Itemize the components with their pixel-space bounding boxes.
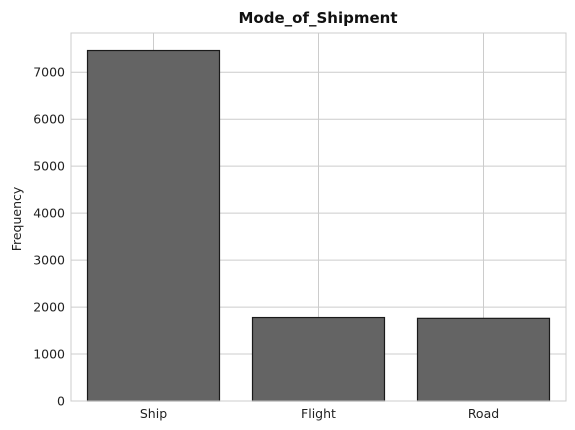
y-tick-label: 4000 xyxy=(33,206,65,221)
y-tick-label: 7000 xyxy=(33,65,65,80)
y-tick-label: 1000 xyxy=(33,347,65,362)
y-tick-label: 5000 xyxy=(33,159,65,174)
y-tick-label: 3000 xyxy=(33,253,65,268)
y-tick-label: 2000 xyxy=(33,300,65,315)
x-tick-label: Ship xyxy=(140,406,167,421)
bar-road xyxy=(418,318,550,401)
x-tick-labels: Ship Flight Road xyxy=(140,406,499,421)
bar-flight xyxy=(253,318,385,401)
bar-ship xyxy=(88,51,220,401)
chart-title: Mode_of_Shipment xyxy=(239,9,398,27)
x-tick-label: Road xyxy=(468,406,499,421)
y-axis-title: Frequency xyxy=(9,186,24,251)
x-tick-label: Flight xyxy=(301,406,336,421)
y-tick-label: 6000 xyxy=(33,112,65,127)
y-tick-label: 0 xyxy=(57,394,65,409)
y-tick-labels: 0 1000 2000 3000 4000 5000 6000 7000 xyxy=(33,65,65,409)
